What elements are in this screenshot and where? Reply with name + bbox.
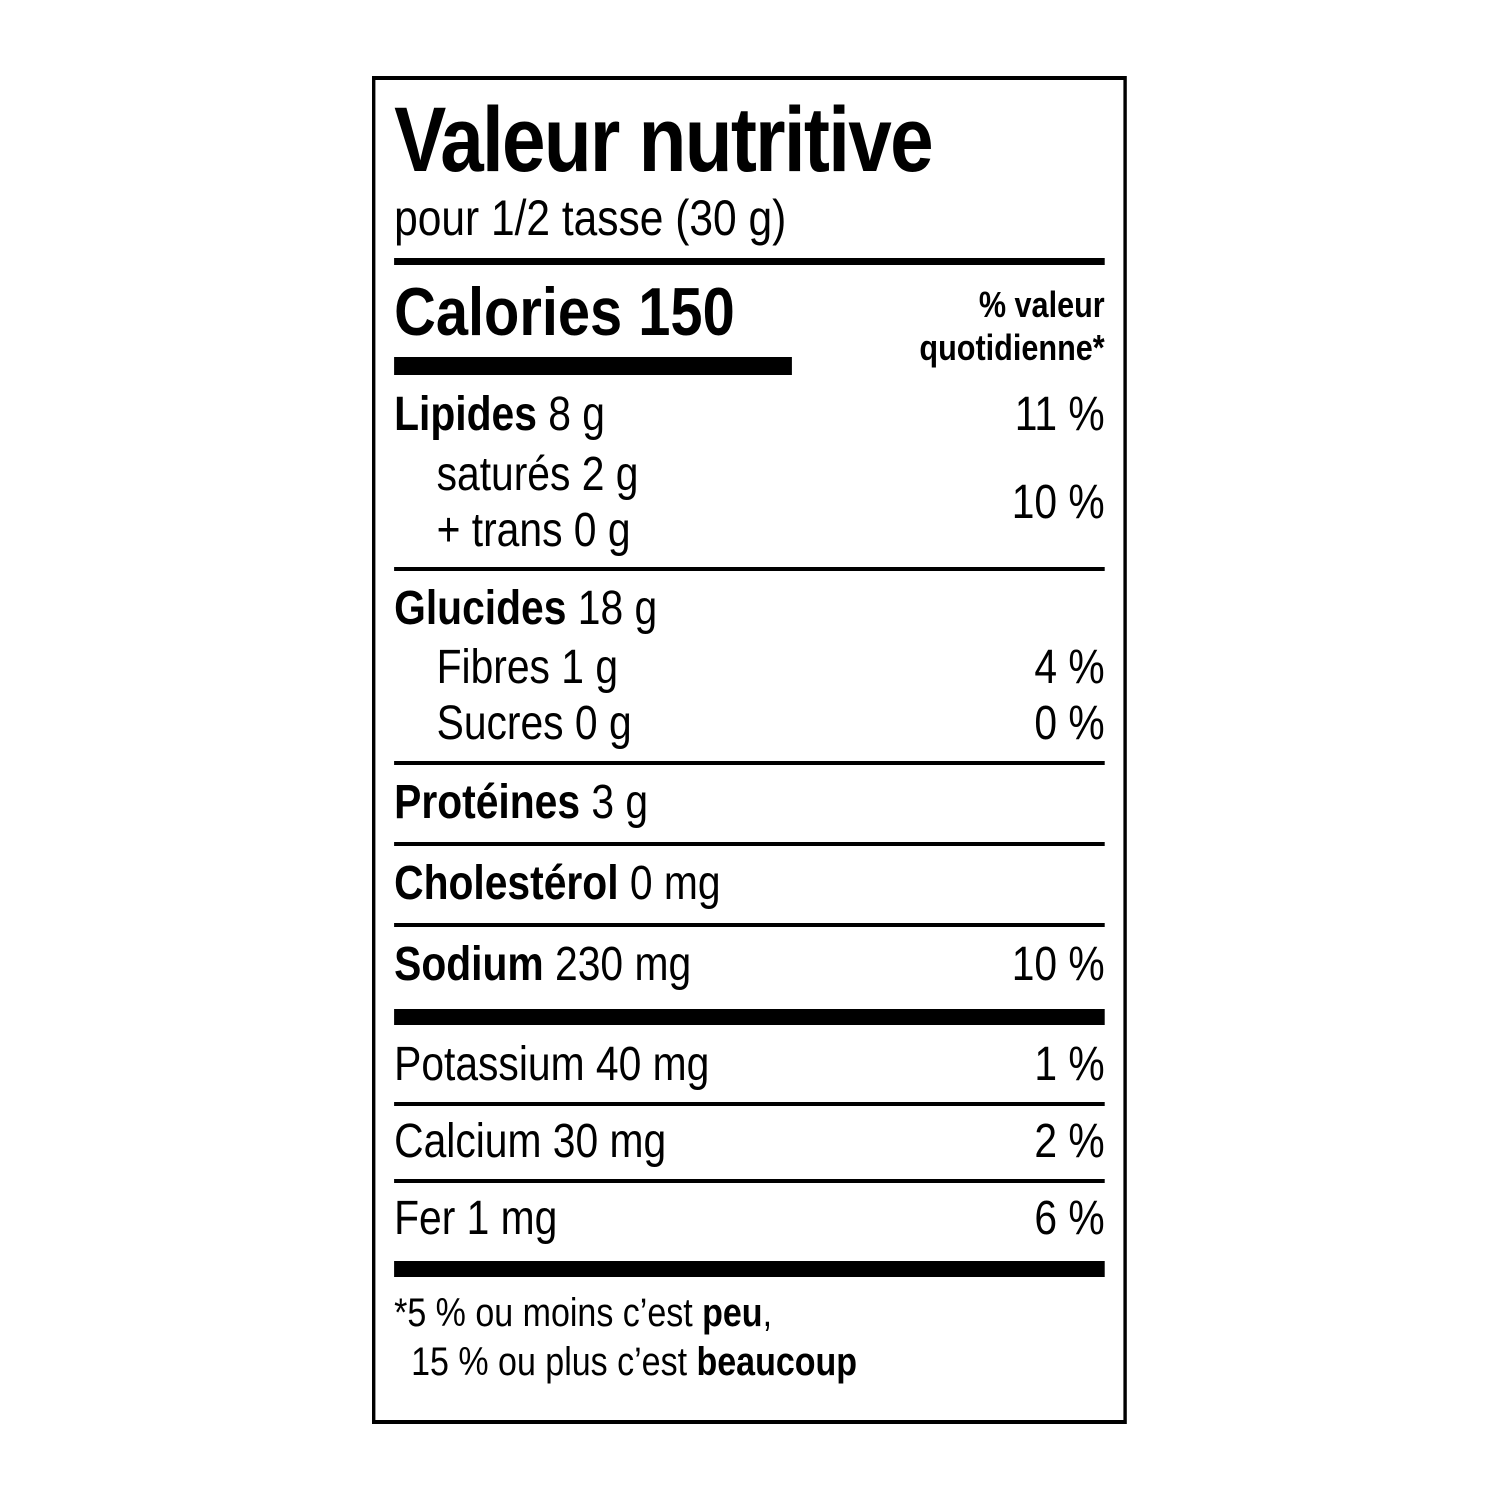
sugars-name: Sucres 0 g [437,696,632,752]
protein-label: Protéines [394,775,581,829]
iron-name: Fer 1 mg [394,1188,557,1249]
serving-size: pour 1/2 tasse (30 g) [394,190,787,246]
protein-amount: 3 g [591,775,649,829]
saturated-label: saturés [436,447,571,501]
footnote-line2-text: 15 % ou plus c’est [411,1339,697,1384]
calcium-name: Calcium 30 mg [394,1111,666,1172]
trans-name: + trans 0 g [437,503,631,559]
fat-amount: 8 g [548,388,605,442]
nutrient-row-iron: Fer 1 mg 6 % [394,1188,1105,1249]
footnote-line1-suffix: , [762,1290,773,1335]
nutrient-row-fibre: Fibres 1 g 4 % [394,640,1105,696]
calcium-label: Calcium [394,1115,542,1169]
carbohydrate-label: Glucides [394,581,567,635]
footnote-line1: *5 % ou moins c’est peu, [394,1289,1105,1338]
calories-underline-bar [394,357,793,376]
fibre-dv: 4 % [1034,641,1105,695]
cholesterol-section: Cholestérol 0 mg [394,846,1105,923]
iron-amount: 1 mg [466,1192,558,1246]
carbohydrate-section: Glucides 18 g Fibres 1 g 4 % Sucres 0 g … [394,571,1105,761]
separator [394,841,1105,846]
potassium-section: Potassium 40 mg 1 % [394,1029,1105,1102]
footnote-line2: 15 % ou plus c’est beaucoup [394,1338,1105,1387]
sodium-dv: 10 % [1011,938,1105,992]
iron-dv: 6 % [1034,1192,1105,1246]
iron-section: Fer 1 mg 6 % [394,1183,1105,1256]
separator [394,760,1105,765]
saturated-trans-group: saturés 2 g + trans 0 g 10 % [394,447,1105,559]
nutrient-row-calcium: Calcium 30 mg 2 % [394,1111,1105,1172]
daily-value-header-line1: % valeur [978,284,1105,325]
fibre-label: Fibres [436,641,550,695]
thick-bar [394,1260,1105,1277]
sugars-dv: 0 % [1034,697,1105,751]
nutrient-row-potassium: Potassium 40 mg 1 % [394,1034,1105,1095]
potassium-label: Potassium [394,1037,585,1091]
calories-block: Calories 150 [394,273,793,376]
sugars-label: Sucres [436,697,564,751]
nutrient-row-sugars: Sucres 0 g 0 % [394,696,1105,752]
fat-label: Lipides [394,388,537,442]
fibre-amount: 1 g [561,641,619,695]
carbohydrate-name: Glucides 18 g [394,577,657,640]
carbohydrate-amount: 18 g [577,581,658,635]
nutrient-row-trans: + trans 0 g [394,503,638,559]
calcium-dv: 2 % [1034,1115,1105,1169]
calcium-amount: 30 mg [552,1115,667,1169]
protein-name: Protéines 3 g [394,771,648,834]
label-title: Valeur nutritive [394,89,933,191]
calories-row: Calories 150 % valeur quotidienne* [394,273,1105,376]
footnote-line1-bold: peu [702,1290,763,1335]
nutrient-row-carbohydrate: Glucides 18 g [394,577,1105,640]
nutrient-row-cholesterol: Cholestérol 0 mg [394,852,1105,915]
nutrition-facts-label: Valeur nutritive pour 1/2 tasse (30 g) C… [372,76,1127,1424]
calories-value: 150 [638,274,735,350]
trans-amount: 0 g [573,503,631,557]
nutrient-row-saturated: saturés 2 g [394,447,639,503]
fat-section: Lipides 8 g 11 % saturés 2 g + trans 0 g… [394,377,1105,567]
nutrient-row-sodium: Sodium 230 mg 10 % [394,933,1105,996]
trans-label: + trans [436,503,563,557]
calcium-section: Calcium 30 mg 2 % [394,1106,1105,1179]
footnote-line1-text: *5 % ou moins c’est [394,1290,703,1335]
calories-label-value: Calories 150 [394,273,792,351]
sodium-name: Sodium 230 mg [394,933,691,996]
footnote: *5 % ou moins c’est peu, 15 % ou plus c’… [394,1281,1105,1387]
potassium-dv: 1 % [1034,1037,1105,1091]
fibre-name: Fibres 1 g [437,640,618,696]
sodium-amount: 230 mg [555,938,692,992]
daily-value-header-line2: quotidienne* [919,327,1105,369]
fat-name: Lipides 8 g [394,383,605,446]
separator [394,923,1105,928]
saturated-trans-dv: 10 % [1011,476,1105,530]
cholesterol-label: Cholestérol [394,856,619,910]
separator-medium [394,258,1105,265]
saturated-trans-lines: saturés 2 g + trans 0 g [394,447,639,559]
sodium-section: Sodium 230 mg 10 % [394,927,1105,1004]
daily-value-header: % valeur quotidienne* [919,283,1104,369]
potassium-name: Potassium 40 mg [394,1034,709,1095]
protein-section: Protéines 3 g [394,765,1105,842]
separator [394,1179,1105,1184]
sugars-amount: 0 g [574,697,632,751]
cholesterol-amount: 0 mg [629,856,721,910]
fat-dv: 11 % [1014,388,1105,442]
cholesterol-name: Cholestérol 0 mg [394,852,720,915]
separator [394,566,1105,571]
potassium-amount: 40 mg [595,1037,710,1091]
thick-bar [394,1008,1105,1025]
nutrient-row-protein: Protéines 3 g [394,771,1105,834]
sodium-label: Sodium [394,938,544,992]
calories-label: Calories [394,274,623,350]
saturated-name: saturés 2 g [437,447,639,503]
iron-label: Fer [394,1192,456,1246]
saturated-amount: 2 g [581,447,639,501]
nutrient-row-fat: Lipides 8 g 11 % [394,383,1105,446]
footnote-line2-bold: beaucoup [696,1339,858,1384]
separator [394,1102,1105,1107]
